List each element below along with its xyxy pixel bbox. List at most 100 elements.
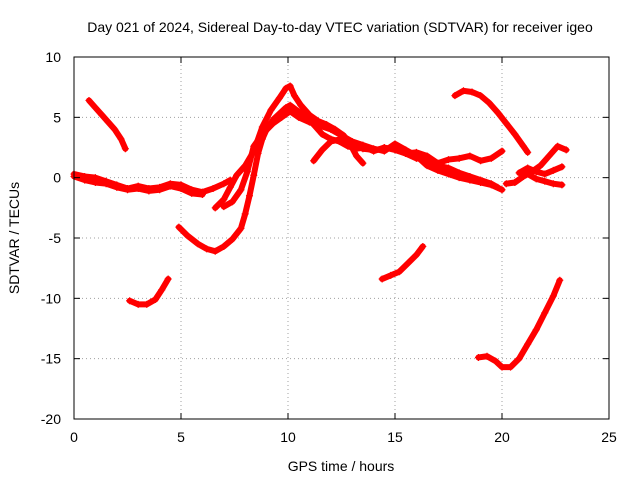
data-point	[81, 176, 89, 184]
data-point	[459, 87, 467, 95]
data-point	[494, 109, 502, 117]
data-point	[166, 182, 174, 190]
data-point	[145, 187, 153, 195]
data-point	[524, 170, 532, 178]
data-point	[111, 125, 119, 133]
axis-ticks: 0 5 10 15 20 25 -20 -15 -10 -5 0 5 10	[41, 49, 617, 445]
data-point	[275, 94, 283, 102]
data-point	[524, 148, 532, 156]
data-point	[134, 300, 142, 308]
data-point	[305, 118, 313, 126]
data-point	[310, 157, 318, 165]
data-point	[391, 144, 399, 151]
x-tick-label: 5	[177, 429, 185, 445]
data-point	[151, 296, 159, 304]
data-point	[282, 84, 290, 92]
data-point	[220, 180, 228, 188]
data-point	[126, 297, 134, 305]
data-point	[91, 178, 99, 186]
data-point	[556, 276, 564, 284]
x-tick-label: 25	[601, 429, 617, 445]
data-point	[228, 198, 236, 206]
data-point	[419, 242, 427, 250]
data-point	[537, 162, 545, 170]
data-point	[211, 204, 219, 212]
series-line	[379, 243, 426, 283]
data-point	[498, 363, 506, 371]
data-point	[117, 135, 125, 143]
data-point	[502, 119, 510, 127]
data-point	[380, 145, 388, 153]
y-tick-label: -20	[41, 411, 61, 427]
data-point	[519, 142, 527, 150]
y-tick-label: 10	[45, 49, 61, 65]
data-traces	[70, 82, 570, 371]
data-point	[395, 268, 403, 276]
data-point	[445, 156, 452, 164]
data-point	[143, 300, 151, 308]
data-point	[468, 88, 476, 96]
data-point	[492, 357, 500, 365]
data-point	[198, 191, 206, 199]
data-point	[451, 92, 459, 100]
data-point	[487, 154, 495, 162]
chart-title: Day 021 of 2024, Sidereal Day-to-day VTE…	[87, 19, 593, 35]
data-point	[158, 286, 166, 294]
data-point	[194, 240, 202, 248]
data-point	[477, 92, 485, 100]
y-axis-label: SDTVAR / TECUs	[6, 182, 22, 294]
data-point	[220, 203, 228, 211]
data-point	[524, 340, 532, 348]
data-point	[455, 169, 463, 177]
data-point	[297, 101, 305, 109]
data-point	[183, 232, 191, 240]
grid-lines	[74, 57, 609, 419]
data-point	[305, 111, 313, 119]
data-point	[378, 275, 386, 283]
data-point	[402, 150, 410, 158]
data-point	[532, 168, 540, 176]
data-point	[177, 185, 185, 193]
data-point	[477, 157, 485, 165]
data-point	[267, 106, 275, 114]
data-point	[498, 186, 506, 194]
data-point	[455, 154, 463, 162]
data-point	[412, 251, 420, 259]
data-point	[558, 181, 566, 189]
data-point	[502, 180, 510, 188]
data-point	[327, 137, 335, 145]
data-point	[228, 235, 236, 243]
series-arc-8	[310, 135, 502, 191]
data-point	[554, 142, 562, 150]
series-line	[126, 276, 172, 308]
data-point	[113, 183, 121, 191]
data-point	[237, 186, 245, 194]
x-tick-label: 15	[387, 429, 403, 445]
data-point	[532, 326, 540, 334]
series-arc-3	[85, 96, 129, 153]
data-point	[286, 107, 294, 115]
data-point	[245, 192, 253, 200]
series-line	[475, 277, 563, 371]
data-point	[156, 186, 164, 194]
data-point	[121, 145, 129, 153]
data-point	[370, 146, 378, 154]
data-point	[515, 355, 523, 363]
y-tick-label: -5	[49, 230, 62, 246]
x-tick-label: 20	[494, 429, 510, 445]
data-point	[359, 159, 367, 167]
data-point	[387, 271, 395, 279]
data-point	[524, 164, 532, 172]
data-point	[258, 123, 266, 131]
data-point	[237, 224, 245, 232]
data-point	[175, 223, 183, 231]
data-point	[91, 104, 99, 112]
y-tick-label: -10	[41, 290, 61, 306]
data-point	[243, 168, 251, 176]
data-point	[286, 82, 294, 90]
data-point	[487, 180, 495, 188]
data-point	[352, 152, 360, 160]
data-point	[220, 195, 228, 203]
data-point	[250, 142, 258, 150]
data-point	[318, 146, 326, 154]
